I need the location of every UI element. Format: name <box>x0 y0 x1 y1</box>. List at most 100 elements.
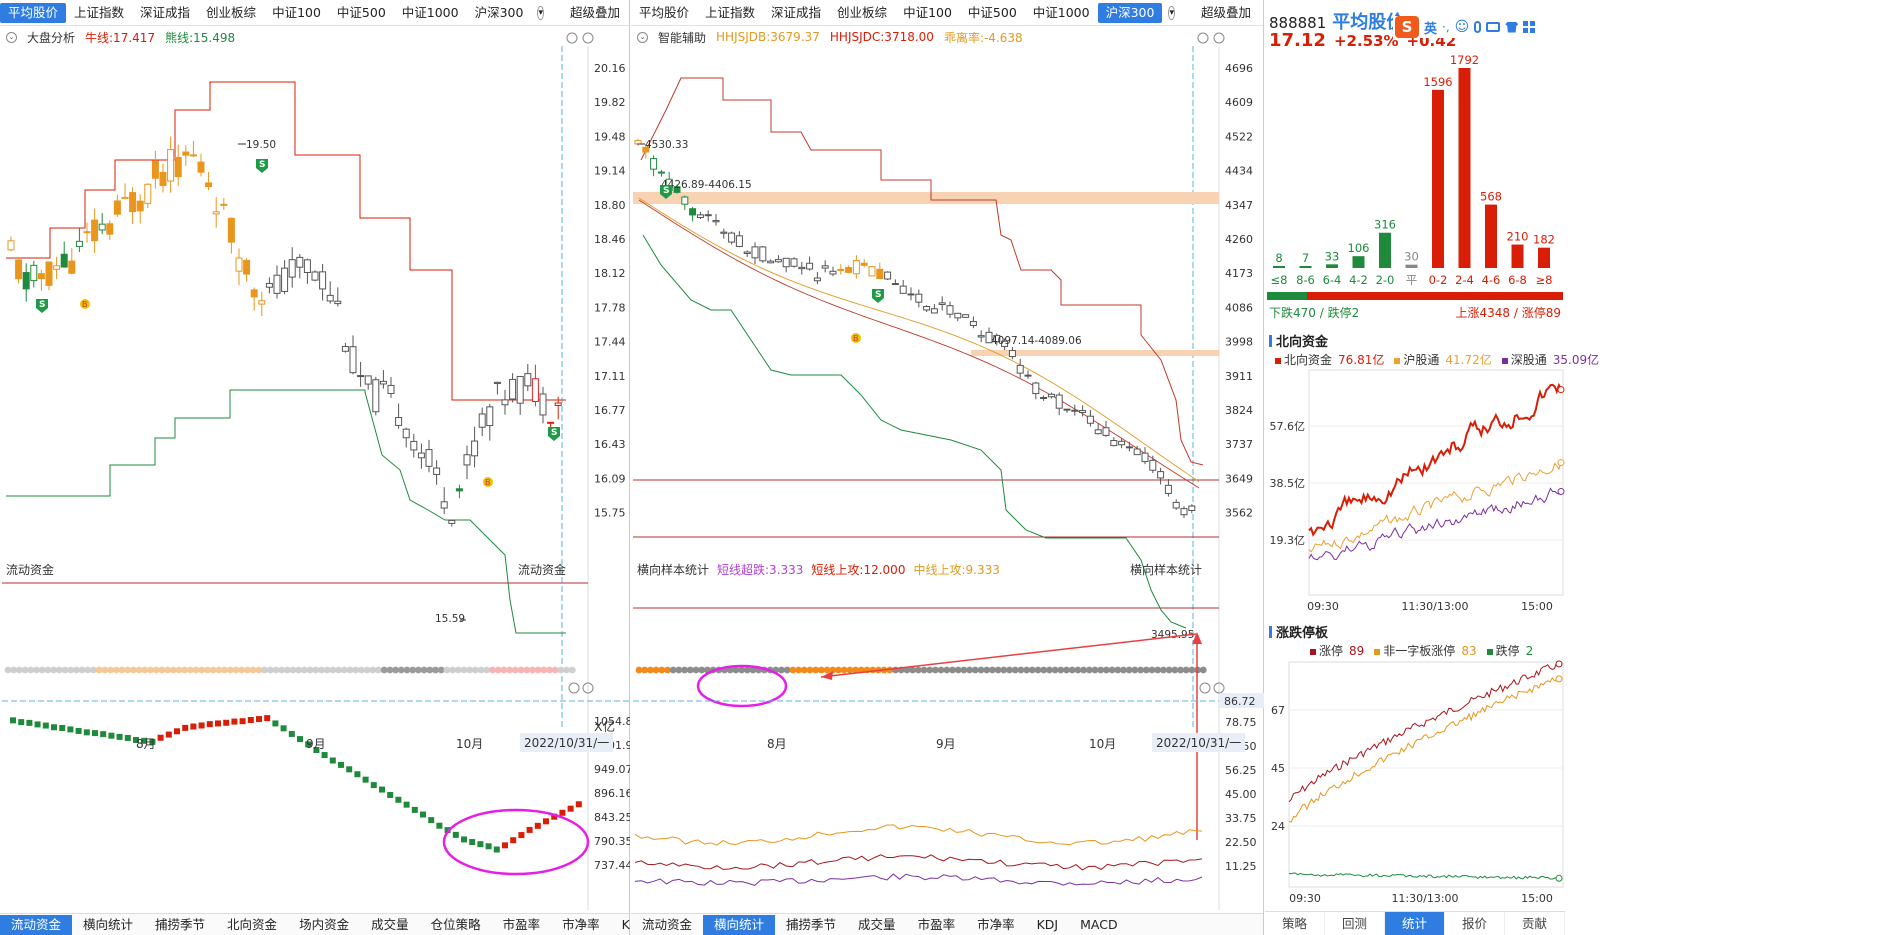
sentiment-dot <box>16 666 23 674</box>
middle-price-chart[interactable]: 4696 4609 4522 4434 4347 4260 4173 4086 3998 3911… <box>631 0 1264 910</box>
right-tab-2[interactable]: 统计 <box>1385 912 1445 935</box>
distribution-bar: 210 6-8 <box>1507 230 1529 287</box>
microphone-icon[interactable] <box>1474 21 1482 33</box>
left-tab-3[interactable]: 创业板综 <box>206 4 257 20</box>
north-axis-label: 38.5亿 <box>1270 477 1306 490</box>
left-indicator-tab-8[interactable]: 市净率 <box>562 916 600 932</box>
middle-indicator-tab-2[interactable]: 捕捞季节 <box>786 916 837 932</box>
middle-tab-8[interactable]: 超级叠加 <box>1200 4 1251 20</box>
sentiment-dot <box>175 666 183 674</box>
left-indicator-tab-1[interactable]: 横向统计 <box>83 916 134 932</box>
price-axis-label: 4434 <box>1225 165 1253 178</box>
buy-signal-marker: B <box>483 477 493 487</box>
middle-tab-5[interactable]: 中证500 <box>967 4 1017 20</box>
price-axis-label: 17.11 <box>594 370 626 383</box>
legend-value: 89 <box>1349 644 1365 658</box>
middle-tab-2[interactable]: 深证成指 <box>771 4 822 20</box>
candlestick <box>37 269 45 291</box>
candlestick <box>91 208 99 253</box>
left-tab-2[interactable]: 深证成指 <box>140 4 191 20</box>
sentiment-dot <box>551 666 559 674</box>
left-indicator-tab-4[interactable]: 场内资金 <box>299 916 350 932</box>
analysis-label: 大盘分析 <box>27 30 76 45</box>
emoji-icon[interactable]: ☺ <box>1454 19 1470 35</box>
middle-indicator-tab-1[interactable]: 横向统计 <box>703 914 776 935</box>
right-tab-3[interactable]: 报价 <box>1445 912 1505 935</box>
left-indicator-tab-0[interactable]: 流动资金 <box>0 914 73 935</box>
left-tab-5[interactable]: 中证500 <box>336 4 386 20</box>
left-tab-4[interactable]: 中证100 <box>272 4 321 20</box>
middle-indicator-tab-5[interactable]: 市净率 <box>977 916 1015 932</box>
collapse-icon[interactable]: ⌄ <box>637 31 648 43</box>
zone-price-label: 4426.89-4406.15 <box>661 179 752 191</box>
sentiment-dot <box>743 666 751 674</box>
fund-flow-bar <box>280 725 287 732</box>
candlestick <box>402 427 410 448</box>
bear-line-value: 熊线:15.498 <box>165 30 236 45</box>
sentiment-dot <box>652 666 660 674</box>
collapse-icon[interactable]: ⌄ <box>6 31 17 43</box>
svg-text:4-2: 4-2 <box>1349 273 1368 287</box>
left-tab-7[interactable]: 沪深300 <box>474 4 524 20</box>
candlestick <box>265 277 273 294</box>
middle-tab-0[interactable]: 平均股价 <box>639 4 690 20</box>
left-indicator-tab-3[interactable]: 北向资金 <box>227 916 278 932</box>
fund-flow-bar <box>42 722 49 729</box>
fund-flow-bar <box>428 817 435 824</box>
left-tab-6[interactable]: 中证1000 <box>401 4 459 20</box>
middle-tab-1[interactable]: 上证指数 <box>705 4 756 20</box>
left-more-indices-dropdown[interactable]: ▾ <box>537 5 544 20</box>
sogou-logo-icon[interactable]: S <box>1395 16 1419 38</box>
middle-indicator-tab-4[interactable]: 市盈率 <box>917 916 956 932</box>
hhjsjdc-value: HHJSJDC:3718.00 <box>829 30 934 44</box>
candlestick <box>379 370 387 389</box>
time-axis-label: 11:30/13:00 <box>1391 892 1458 905</box>
fund-flow-bar <box>149 738 156 745</box>
candlestick <box>642 143 650 159</box>
sentiment-dot <box>192 666 200 674</box>
candlestick <box>243 258 251 282</box>
left-tab-1[interactable]: 上证指数 <box>74 4 125 20</box>
candlestick <box>68 248 76 275</box>
middle-indicator-tab-3[interactable]: 成交量 <box>858 916 896 932</box>
right-tab-4[interactable]: 贡献 <box>1505 912 1565 935</box>
middle-indicator-tab-6[interactable]: KDJ <box>1036 916 1059 932</box>
left-indicator-tab-6[interactable]: 仓位策略 <box>430 916 481 932</box>
language-toggle-icon[interactable]: 英 <box>1424 21 1438 37</box>
distribution-bar: 316 2-0 <box>1374 218 1396 287</box>
left-indicator-tab-5[interactable]: 成交量 <box>371 916 409 932</box>
right-tab-0[interactable]: 策略 <box>1265 912 1325 935</box>
left-tab-0[interactable]: 平均股价 <box>0 2 67 23</box>
skin-shirt-icon[interactable] <box>1505 21 1519 33</box>
toolbox-grid-icon[interactable] <box>1523 21 1536 33</box>
middle-indicator-tab-0[interactable]: 流动资金 <box>642 916 693 932</box>
keyboard-icon[interactable] <box>1486 22 1501 32</box>
sentiment-dot <box>738 666 745 674</box>
fund-flow-bar <box>493 846 500 853</box>
middle-tab-7[interactable]: 沪深300 <box>1097 2 1163 23</box>
sentiment-dot <box>10 666 18 674</box>
candlestick <box>235 248 243 286</box>
candlestick <box>349 335 357 375</box>
left-price-chart[interactable]: 20.16 19.82 19.48 19.14 18.80 18.46 18.12 17.78… <box>0 0 630 910</box>
middle-more-indices-dropdown[interactable]: ▾ <box>1168 5 1175 20</box>
middle-tab-4[interactable]: 中证100 <box>903 4 952 20</box>
fund-flow-bar <box>124 734 131 741</box>
punctuation-icon[interactable]: ·, <box>1442 20 1450 34</box>
right-tab-1[interactable]: 回测 <box>1325 912 1385 935</box>
svg-text:316: 316 <box>1374 218 1396 232</box>
left-tab-8[interactable]: 超级叠加 <box>569 4 620 20</box>
middle-tab-3[interactable]: 创业板综 <box>837 4 888 20</box>
fund-flow-bar <box>256 716 262 723</box>
middle-tab-6[interactable]: 中证1000 <box>1032 4 1090 20</box>
sub-axis-label: 843.25 <box>594 811 630 824</box>
legend-value: 83 <box>1461 644 1477 658</box>
limit-legend: 涨停 89 非一字板涨停 83 跌停 2 <box>1310 642 1533 659</box>
left-indicator-tab-2[interactable]: 捕捞季节 <box>155 916 206 932</box>
sentiment-dot <box>669 666 677 674</box>
fund-flow-bar <box>469 839 476 846</box>
price-axis-label: 4086 <box>1225 301 1253 314</box>
left-indicator-tab-7[interactable]: 市盈率 <box>502 916 541 932</box>
middle-indicator-tab-7[interactable]: MACD <box>1080 916 1118 932</box>
north-fund-line <box>1308 382 1562 537</box>
